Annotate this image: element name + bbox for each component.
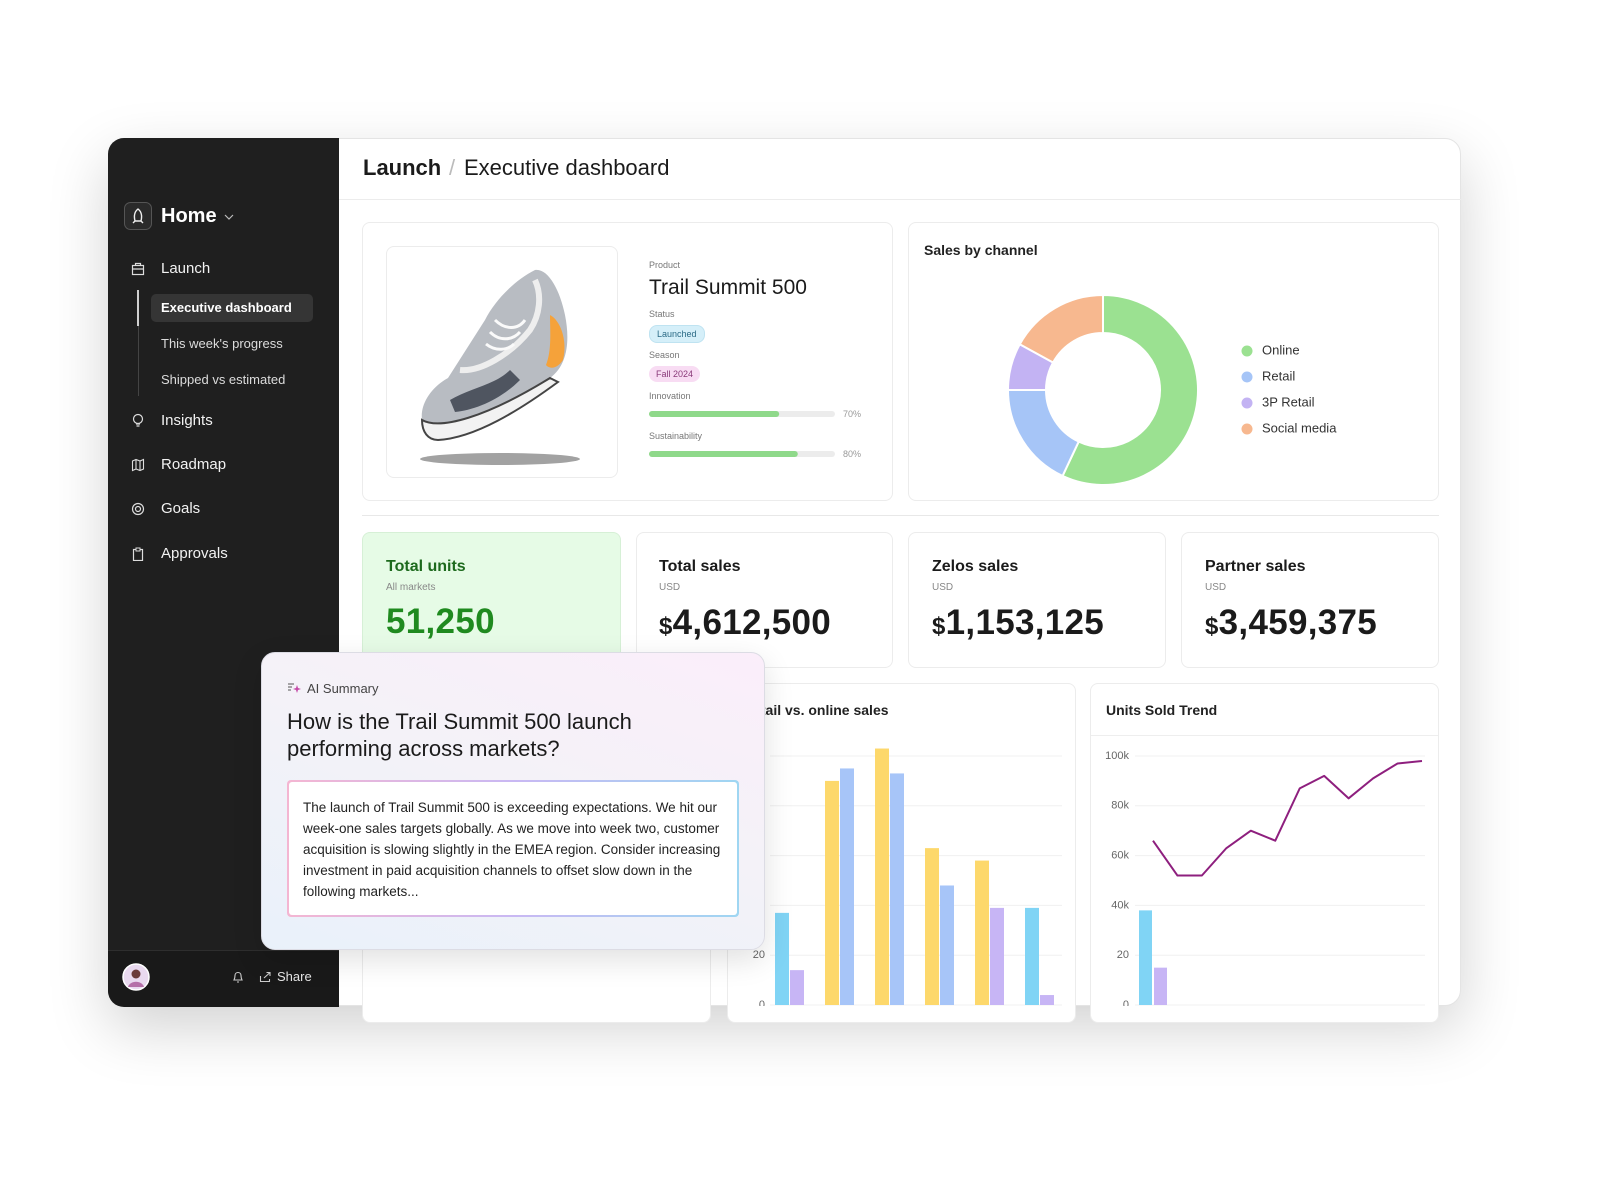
stat-value: 3,459,375 (1218, 603, 1378, 642)
stat-value-row: $1,153,125 (932, 603, 1104, 647)
subnav-item[interactable]: Executive dashboard (161, 300, 292, 315)
currency: $ (932, 613, 946, 640)
product-name: Trail Summit 500 (649, 276, 807, 299)
workspace-icon (124, 202, 152, 230)
currency: $ (659, 613, 673, 640)
nav-item[interactable]: Roadmap (161, 456, 227, 473)
nav-item[interactable]: Insights (161, 412, 213, 429)
status-pill: Launched (649, 325, 705, 343)
stat-subtitle: USD (932, 582, 954, 593)
share-button[interactable]: Share (277, 969, 312, 984)
currency: $ (1205, 613, 1219, 640)
chart-card (1090, 683, 1439, 1023)
stat-value: 51,250 (386, 602, 495, 641)
nav-icon (132, 547, 144, 561)
ai-answer-frame: The launch of Trail Summit 500 is exceed… (287, 780, 739, 917)
stat-card (362, 532, 621, 668)
field-label: Product (649, 260, 681, 270)
subnav-line (138, 326, 139, 396)
card-title: Retail vs. online sales (743, 702, 889, 718)
stat-title: Partner sales (1205, 558, 1306, 575)
nav-item[interactable]: Goals (161, 500, 201, 517)
section-divider (362, 515, 1439, 516)
nav-icon (132, 413, 144, 427)
stat-subtitle: All markets (386, 582, 436, 593)
header-divider (339, 199, 1461, 200)
breadcrumb-separator: / (449, 155, 456, 180)
stat-value: 1,153,125 (945, 603, 1105, 642)
nav-icon (131, 502, 145, 516)
subnav-selected (151, 294, 313, 322)
metric-label: Sustainability (649, 431, 703, 441)
stat-value: 4,612,500 (672, 603, 832, 642)
nav-icon (131, 458, 145, 472)
card-title: Sales by channel (924, 242, 1038, 258)
stat-card (636, 532, 893, 668)
stat-value-row: $3,459,375 (1205, 603, 1377, 647)
breadcrumb-page: Executive dashboard (464, 155, 670, 180)
ai-answer: The launch of Trail Summit 500 is exceed… (289, 782, 737, 915)
field-label: Season (649, 350, 680, 360)
subnav-indicator (137, 290, 139, 326)
share-icon[interactable] (259, 971, 272, 983)
stat-subtitle: USD (1205, 582, 1227, 593)
product-image (420, 269, 580, 465)
avatar[interactable] (122, 963, 150, 991)
stat-subtitle: USD (659, 582, 681, 593)
subnav-item[interactable]: This week's progress (161, 336, 283, 351)
metric-value: 70% (843, 409, 862, 419)
ai-question: How is the Trail Summit 500 launch perfo… (287, 709, 632, 761)
channel-card (908, 222, 1439, 501)
nav-item[interactable]: Approvals (161, 545, 228, 562)
workspace-name[interactable]: Home (161, 205, 217, 227)
metric-value: 80% (843, 449, 862, 459)
nav-item[interactable]: Launch (161, 260, 211, 277)
card-title: Units Sold Trend (1106, 702, 1218, 718)
breadcrumb-section[interactable]: Launch (363, 155, 442, 180)
subnav-item[interactable]: Shipped vs estimated (161, 372, 286, 387)
stat-value-row: $4,612,500 (659, 603, 831, 647)
stat-card (908, 532, 1166, 668)
ai-icon (288, 683, 301, 693)
chevron (224, 214, 234, 220)
bell-icon[interactable] (232, 971, 244, 984)
season-pill: Fall 2024 (649, 366, 701, 382)
chart-card (727, 683, 1076, 1023)
stat-title: Total units (386, 558, 466, 575)
ai-label: AI Summary (307, 681, 379, 696)
stat-title: Zelos sales (932, 558, 1019, 575)
card-divider (1091, 735, 1438, 736)
nav-icon (131, 262, 145, 276)
metric-label: Innovation (649, 391, 691, 401)
stat-title: Total sales (659, 558, 741, 575)
stat-card (1181, 532, 1439, 668)
field-label: Status (649, 309, 675, 319)
